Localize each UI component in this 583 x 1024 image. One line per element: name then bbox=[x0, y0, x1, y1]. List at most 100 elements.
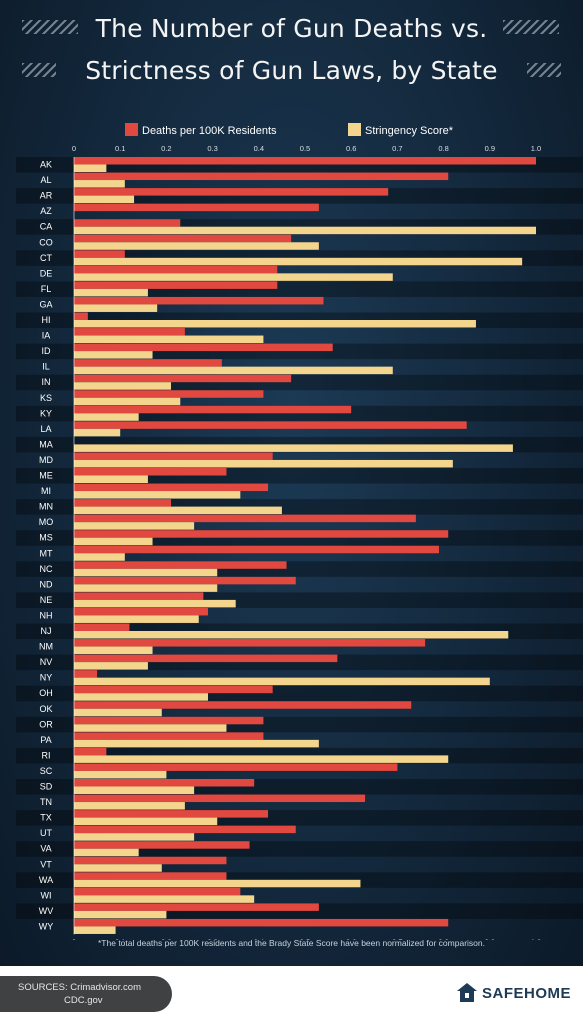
sources-box: SOURCES: Crimadvisor.com CDC.gov bbox=[0, 976, 172, 1012]
chart-legend: Deaths per 100K Residents Stringency Sco… bbox=[125, 123, 454, 137]
title-hatch-right-top bbox=[503, 20, 559, 34]
bar-stringency bbox=[74, 615, 199, 623]
bar-deaths bbox=[74, 374, 292, 383]
state-label: UT bbox=[40, 828, 52, 838]
bar-deaths bbox=[74, 188, 389, 196]
x-tick-label: 0.9 bbox=[485, 144, 495, 153]
bar-stringency bbox=[74, 708, 162, 717]
x-tick-label: 0.4 bbox=[254, 144, 264, 153]
title-hatch-left-top bbox=[22, 20, 78, 34]
bar-deaths bbox=[74, 856, 227, 865]
bar-stringency bbox=[74, 584, 218, 592]
bar-stringency bbox=[74, 833, 195, 841]
bar-stringency bbox=[74, 506, 282, 515]
x-tick-label: 0.5 bbox=[300, 144, 310, 153]
bar-deaths bbox=[74, 219, 181, 227]
legend-swatch-deaths bbox=[125, 123, 138, 136]
state-label: MD bbox=[39, 455, 53, 465]
bar-deaths bbox=[74, 841, 250, 849]
bar-stringency bbox=[74, 351, 153, 359]
state-label: WA bbox=[39, 875, 53, 885]
bar-stringency bbox=[74, 724, 227, 732]
bar-deaths bbox=[74, 452, 273, 460]
bar-deaths bbox=[74, 872, 227, 880]
bar-deaths bbox=[74, 701, 412, 709]
bar-deaths bbox=[74, 172, 449, 181]
bar-deaths bbox=[74, 685, 273, 694]
x-tick-label: 0.9 bbox=[485, 938, 495, 941]
state-label: TX bbox=[40, 813, 52, 823]
state-label: MA bbox=[39, 439, 53, 449]
bar-stringency bbox=[74, 397, 181, 406]
state-label: SD bbox=[40, 782, 53, 792]
sources-line1: SOURCES: Crimadvisor.com bbox=[18, 982, 141, 993]
x-tick-label: 0.8 bbox=[438, 938, 448, 941]
x-tick-label: 0.7 bbox=[392, 144, 402, 153]
bar-stringency bbox=[74, 879, 361, 888]
bar-stringency bbox=[74, 273, 393, 281]
state-labels: AK AL AR AZ CA CO CT DE FL GA HI IA ID IL IN KS KY LA MA MD… bbox=[39, 160, 54, 932]
bar-stringency bbox=[74, 180, 125, 188]
bar-stringency bbox=[74, 444, 513, 452]
bar-deaths bbox=[74, 779, 255, 787]
chart-title-line2: Strictness of Gun Laws, by State bbox=[85, 56, 498, 85]
bar-deaths bbox=[74, 576, 296, 585]
state-label: LA bbox=[40, 424, 51, 434]
chart-title-line1: The Number of Gun Deaths vs. bbox=[95, 14, 488, 43]
bar-deaths bbox=[74, 810, 269, 818]
bar-deaths bbox=[74, 468, 227, 476]
bar-stringency bbox=[74, 646, 153, 655]
bar-deaths bbox=[74, 654, 338, 663]
title-hatch-right-bottom bbox=[527, 63, 561, 77]
bar-stringency bbox=[74, 195, 135, 204]
bar-deaths bbox=[74, 405, 352, 414]
bar-stringency bbox=[74, 366, 393, 375]
bar-deaths bbox=[74, 592, 204, 600]
x-axis-top: 0 0.1 0.2 0.3 0.4 0.5 0.6 0.7 0.8 0.9 1.0 bbox=[72, 144, 541, 153]
x-tick-label: 0.2 bbox=[161, 938, 171, 941]
bar-stringency bbox=[74, 677, 490, 686]
state-label: NH bbox=[40, 610, 53, 620]
state-label: MN bbox=[39, 502, 53, 512]
state-label: WV bbox=[39, 906, 54, 916]
footnote: *The total deaths per 100K residents and… bbox=[98, 938, 485, 948]
bar-deaths bbox=[74, 265, 278, 274]
state-label: GA bbox=[39, 299, 52, 309]
bar-stringency bbox=[74, 428, 121, 437]
bar-stringency bbox=[74, 304, 158, 312]
state-label: KY bbox=[40, 408, 52, 418]
bar-stringency bbox=[74, 226, 536, 235]
state-label: VT bbox=[40, 859, 52, 869]
bar-deaths bbox=[74, 561, 287, 569]
state-label: OK bbox=[39, 704, 52, 714]
bar-deaths bbox=[74, 732, 264, 740]
bar-stringency bbox=[74, 335, 264, 344]
bar-deaths bbox=[74, 623, 130, 631]
sources-line2: CDC.gov bbox=[64, 995, 103, 1006]
brand-name: SAFEHOME bbox=[482, 984, 572, 1002]
state-label: MI bbox=[41, 486, 51, 496]
bar-stringency bbox=[74, 475, 148, 483]
state-label: VA bbox=[40, 844, 51, 854]
state-label: MO bbox=[39, 517, 54, 527]
state-label: DE bbox=[40, 268, 53, 278]
state-label: WI bbox=[41, 890, 52, 900]
bar-deaths bbox=[74, 903, 319, 911]
bar-stringency bbox=[74, 242, 319, 250]
bars bbox=[73, 157, 536, 935]
x-axis-bottom: 0 0.1 0.2 0.3 0.4 0.5 0.6 0.7 0.8 0.9 1.0 bbox=[72, 938, 541, 941]
title-hatch-left-bottom bbox=[22, 63, 56, 77]
bar-stringency bbox=[74, 382, 172, 390]
bar-stringency bbox=[74, 926, 116, 934]
bar-deaths bbox=[74, 234, 292, 243]
bar-stringency bbox=[74, 413, 139, 421]
x-tick-label: 1.0 bbox=[531, 144, 541, 153]
state-label: NE bbox=[40, 595, 53, 605]
x-tick-label: 0.3 bbox=[207, 938, 217, 941]
bar-stringency bbox=[74, 739, 319, 748]
state-label: ND bbox=[40, 579, 53, 589]
state-label: OH bbox=[39, 688, 53, 698]
state-label: WY bbox=[39, 921, 54, 931]
state-label: NV bbox=[40, 657, 53, 667]
bar-deaths bbox=[74, 328, 185, 336]
